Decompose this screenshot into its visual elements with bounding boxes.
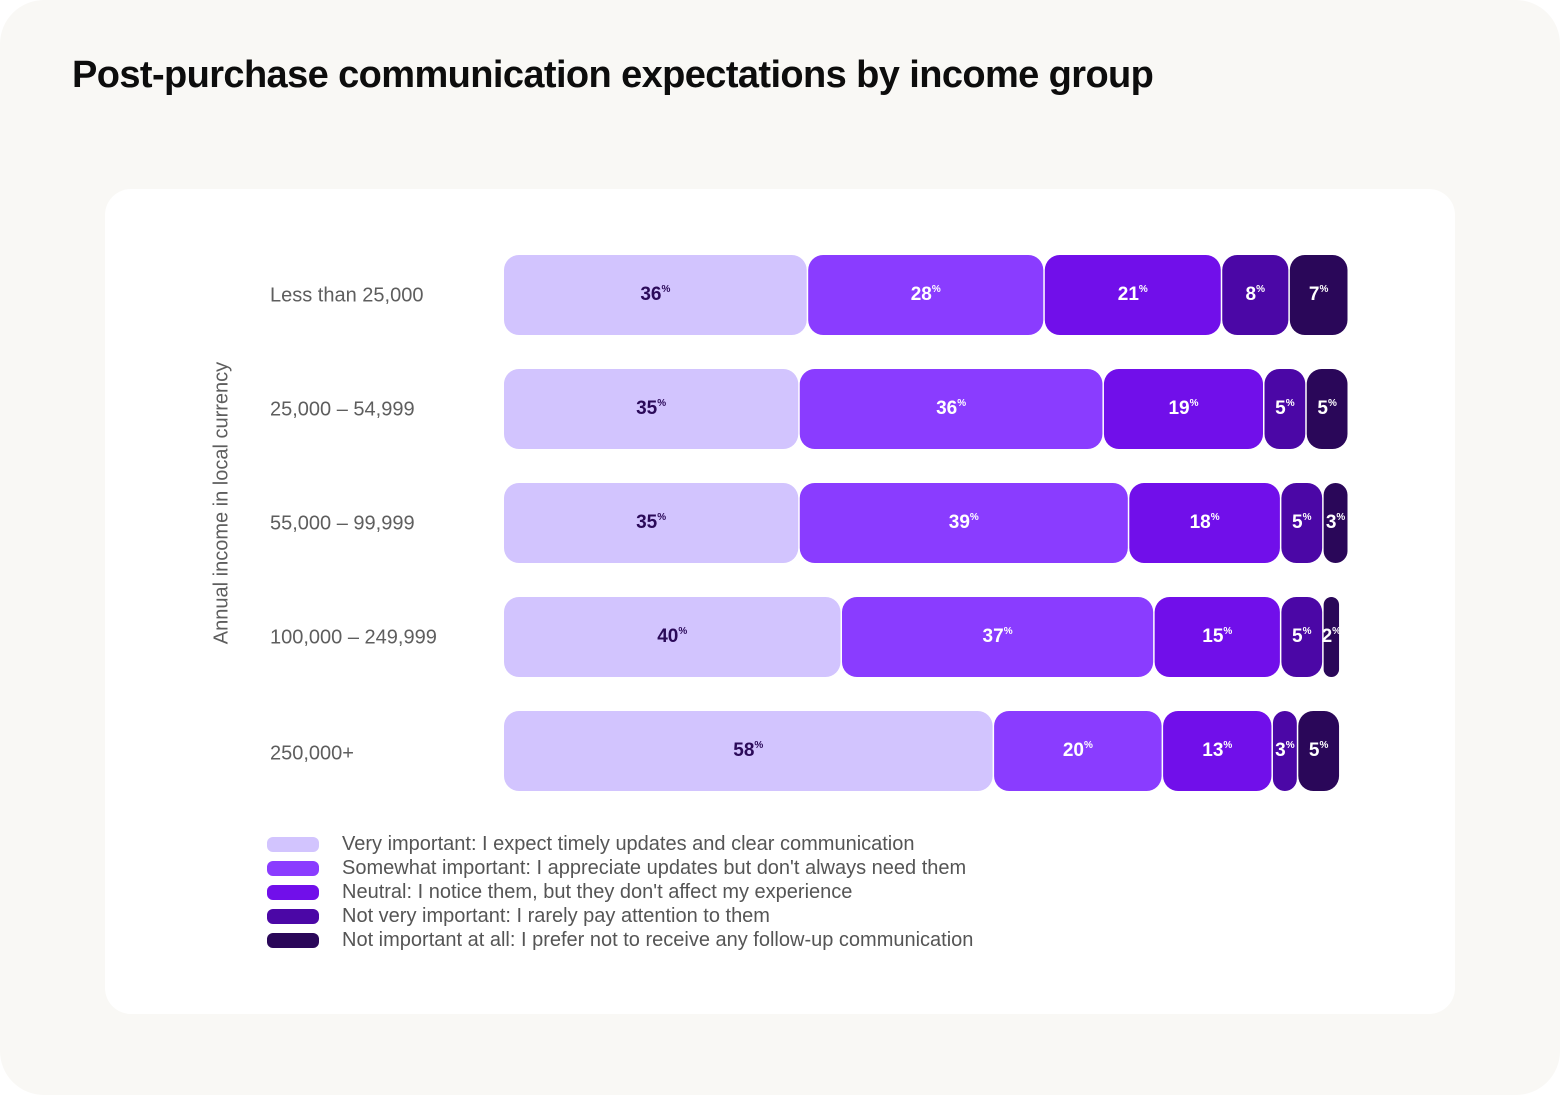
bar-segment: [1264, 369, 1306, 449]
category-label: 55,000 – 99,999: [270, 512, 415, 534]
bar-segment: [504, 369, 799, 449]
bar-segment: [1222, 255, 1289, 335]
legend-label: Very important: I expect timely updates …: [342, 832, 915, 855]
bar-segment: [1163, 711, 1272, 791]
bar-segment: [1323, 483, 1348, 563]
legend-swatch: [267, 860, 319, 876]
bar-segment: [799, 369, 1103, 449]
bar-value-label: 5%: [1275, 398, 1295, 419]
bar-segment: [1103, 369, 1263, 449]
bar-segment: [504, 597, 841, 677]
bar-segment: [504, 255, 807, 335]
legend-swatch: [267, 836, 319, 852]
bar-value-label: 3%: [1326, 512, 1346, 533]
bar-segment: [842, 597, 1154, 677]
bar-value-label: 21%: [1118, 284, 1148, 305]
bar-value-label: 13%: [1202, 740, 1232, 761]
bar-value-label: 18%: [1190, 512, 1220, 533]
bar-value-label: 2%: [1322, 626, 1342, 647]
category-label: 250,000+: [270, 742, 354, 764]
legend-label: Neutral: I notice them, but they don't a…: [342, 880, 853, 903]
bar-segment: [1129, 483, 1280, 563]
bar-value-label: 5%: [1292, 512, 1312, 533]
legend-item: Not very important: I rarely pay attenti…: [267, 904, 973, 928]
bar-value-label: 36%: [936, 398, 966, 419]
bar-value-label: 5%: [1292, 626, 1312, 647]
legend-swatch: [267, 884, 319, 900]
legend-swatch: [267, 908, 319, 924]
bar-segment: [994, 711, 1162, 791]
bar-segment: [504, 711, 993, 791]
legend-label: Somewhat important: I appreciate updates…: [342, 856, 967, 879]
bar-value-label: 15%: [1202, 626, 1232, 647]
bar-value-label: 5%: [1317, 398, 1337, 419]
legend-swatch: [267, 932, 319, 948]
category-label: Less than 25,000: [270, 284, 423, 306]
bar-value-label: 36%: [640, 284, 670, 305]
bar-segment: [504, 483, 799, 563]
bar-value-label: 58%: [733, 740, 763, 761]
legend-label: Not very important: I rarely pay attenti…: [342, 904, 770, 927]
bar-value-label: 7%: [1309, 284, 1329, 305]
bar-value-label: 35%: [636, 398, 666, 419]
chart-title: Post-purchase communication expectations…: [72, 54, 1154, 96]
legend-label: Not important at all: I prefer not to re…: [342, 928, 974, 951]
bar-segment: [1281, 597, 1323, 677]
category-label: 100,000 – 249,999: [270, 626, 437, 648]
bar-segment: [1044, 255, 1221, 335]
bar-segment: [1154, 597, 1280, 677]
bar-value-label: 28%: [911, 284, 941, 305]
bar-value-label: 37%: [983, 626, 1013, 647]
bar-value-label: 35%: [636, 512, 666, 533]
legend-item: Neutral: I notice them, but they don't a…: [267, 880, 973, 904]
bar-value-label: 20%: [1063, 740, 1093, 761]
bar-value-label: 3%: [1275, 740, 1295, 761]
bar-segment: [1323, 597, 1340, 677]
legend-item: Very important: I expect timely updates …: [267, 832, 973, 856]
bar-segment: [1281, 483, 1323, 563]
category-label: 25,000 – 54,999: [270, 398, 415, 420]
bar-segment: [1272, 711, 1297, 791]
bar-value-label: 8%: [1246, 284, 1266, 305]
bar-segment: [808, 255, 1044, 335]
bar-segment: [1298, 711, 1340, 791]
legend-item: Somewhat important: I appreciate updates…: [267, 856, 973, 880]
bar-segment: [799, 483, 1128, 563]
bar-value-label: 5%: [1309, 740, 1329, 761]
bar-value-label: 19%: [1168, 398, 1198, 419]
legend: Very important: I expect timely updates …: [267, 832, 973, 952]
bar-value-label: 40%: [657, 626, 687, 647]
bar-value-label: 39%: [949, 512, 979, 533]
bar-segment: [1306, 369, 1348, 449]
legend-item: Not important at all: I prefer not to re…: [267, 928, 973, 952]
bar-segment: [1289, 255, 1348, 335]
